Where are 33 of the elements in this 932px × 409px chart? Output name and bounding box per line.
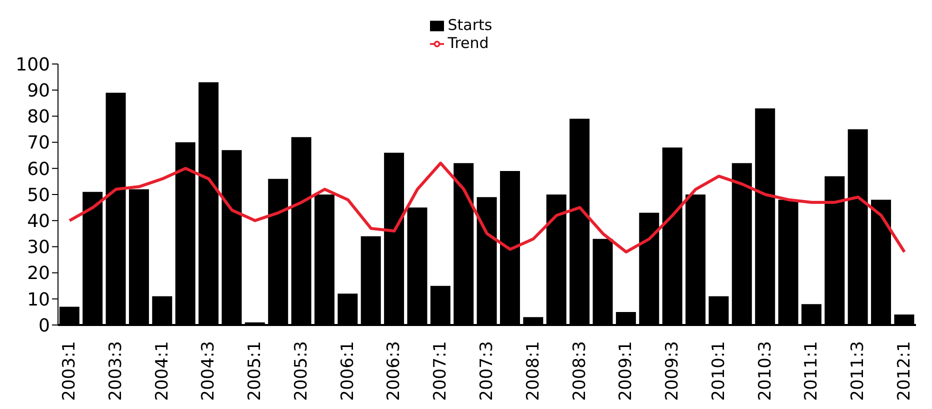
x-tick-label: 2011:3 — [848, 341, 868, 401]
line-series — [68, 162, 906, 254]
legend-label: Trend — [448, 34, 489, 52]
x-tick-label: 2006:3 — [384, 341, 404, 401]
x-tick-label: 2003:1 — [60, 341, 80, 401]
y-tick-label: 80 — [27, 106, 50, 128]
y-tick-label: 30 — [27, 237, 50, 258]
y-tick-label: 90 — [27, 80, 50, 102]
x-tick-label: 2004:3 — [198, 341, 219, 401]
y-tick-label: 10 — [27, 289, 50, 310]
y-tick-label: 20 — [27, 263, 50, 284]
y-tick-label: 40 — [27, 210, 50, 232]
x-tick-label: 2003:3 — [106, 341, 126, 401]
x-tick-label: 2011:1 — [802, 341, 822, 401]
x-tick-label: 2008:3 — [570, 341, 590, 401]
y-tick-label: 100 — [16, 54, 50, 76]
x-tick-label: 2006:1 — [338, 341, 358, 401]
x-tick-label: 2009:3 — [662, 341, 683, 401]
x-tick-label: 2012:1 — [894, 341, 914, 401]
y-tick-label: 70 — [27, 132, 50, 154]
x-tick-label: 2009:1 — [616, 341, 636, 401]
x-tick-label: 2010:1 — [708, 341, 729, 401]
x-tick-label: 2005:3 — [291, 341, 312, 401]
x-tick-label: 2008:1 — [523, 341, 544, 401]
y-tick-label: 60 — [27, 158, 50, 180]
x-tick-label: 2004:1 — [152, 341, 172, 401]
y-tick-label: 50 — [27, 184, 50, 206]
x-tick-label: 2007:1 — [430, 341, 451, 401]
x-tick-label: 2005:1 — [245, 341, 266, 401]
x-tick-label: 2010:3 — [755, 341, 776, 401]
y-tick-label: 0 — [38, 315, 50, 336]
legend-label: Starts — [448, 16, 492, 34]
x-tick-label: 2007:3 — [477, 341, 497, 401]
